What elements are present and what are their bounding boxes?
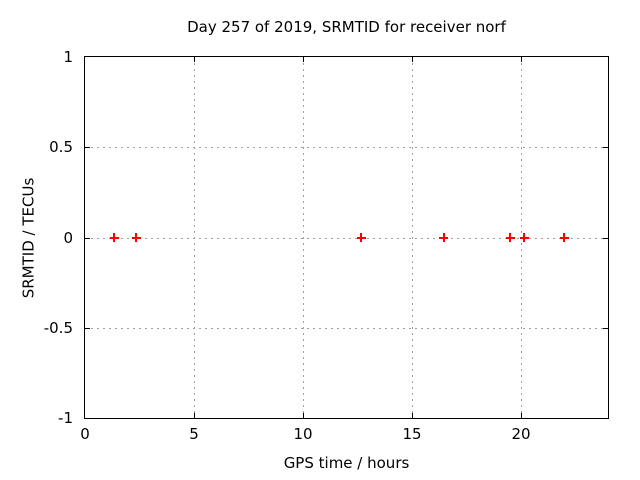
y-axis-tick xyxy=(85,147,90,148)
data-point-marker xyxy=(520,233,529,242)
x-axis-tick xyxy=(521,413,522,418)
y-tick-label: -1 xyxy=(58,409,73,427)
x-axis-tick xyxy=(303,413,304,418)
x-tick-label: 15 xyxy=(402,425,422,443)
grid-line-vertical xyxy=(303,57,304,418)
grid-line-vertical xyxy=(412,57,413,418)
data-point-marker xyxy=(357,233,366,242)
x-axis-tick-mirror xyxy=(303,57,304,62)
y-tick-label: 1 xyxy=(63,48,73,66)
grid-line-horizontal xyxy=(85,147,608,148)
x-axis-tick xyxy=(194,413,195,418)
data-point-marker xyxy=(506,233,515,242)
y-tick-label: -0.5 xyxy=(43,319,73,337)
y-axis-tick xyxy=(85,328,90,329)
x-tick-label: 5 xyxy=(189,425,199,443)
x-axis-tick-mirror xyxy=(412,57,413,62)
y-axis-tick-mirror xyxy=(603,328,608,329)
x-axis-label: GPS time / hours xyxy=(283,454,410,472)
data-point-marker xyxy=(132,233,141,242)
data-point-marker xyxy=(560,233,569,242)
x-tick-label: 0 xyxy=(80,425,90,443)
grid-line-horizontal xyxy=(85,328,608,329)
x-tick-label: 20 xyxy=(511,425,531,443)
plot-area: 0 5 10 15 20 1 0.5 0 -0.5 -1 xyxy=(44,48,609,443)
x-axis-tick-mirror xyxy=(521,57,522,62)
y-axis-tick-mirror xyxy=(603,147,608,148)
data-point-marker xyxy=(110,233,119,242)
x-tick-label: 10 xyxy=(293,425,313,443)
grid-line-horizontal xyxy=(85,238,608,239)
y-axis-tick-mirror xyxy=(603,238,608,239)
y-axis-tick xyxy=(85,238,90,239)
y-tick-label: 0.5 xyxy=(49,138,73,156)
chart-title: Day 257 of 2019, SRMTID for receiver nor… xyxy=(187,18,506,36)
data-point-marker xyxy=(439,233,448,242)
y-tick-label: 0 xyxy=(63,229,73,247)
x-axis-tick-mirror xyxy=(194,57,195,62)
grid-line-vertical xyxy=(194,57,195,418)
x-axis-tick xyxy=(412,413,413,418)
